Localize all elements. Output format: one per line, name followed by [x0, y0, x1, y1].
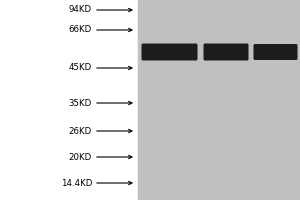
FancyBboxPatch shape [203, 44, 248, 60]
Text: 14.4KD: 14.4KD [61, 178, 92, 188]
Text: 26KD: 26KD [69, 127, 92, 136]
Bar [138, 0, 300, 200]
Text: 94KD: 94KD [69, 5, 92, 15]
Text: 45KD: 45KD [69, 64, 92, 72]
Text: 66KD: 66KD [69, 25, 92, 34]
Text: 35KD: 35KD [69, 98, 92, 108]
FancyBboxPatch shape [254, 44, 298, 60]
FancyBboxPatch shape [142, 44, 197, 60]
Text: 20KD: 20KD [69, 152, 92, 162]
